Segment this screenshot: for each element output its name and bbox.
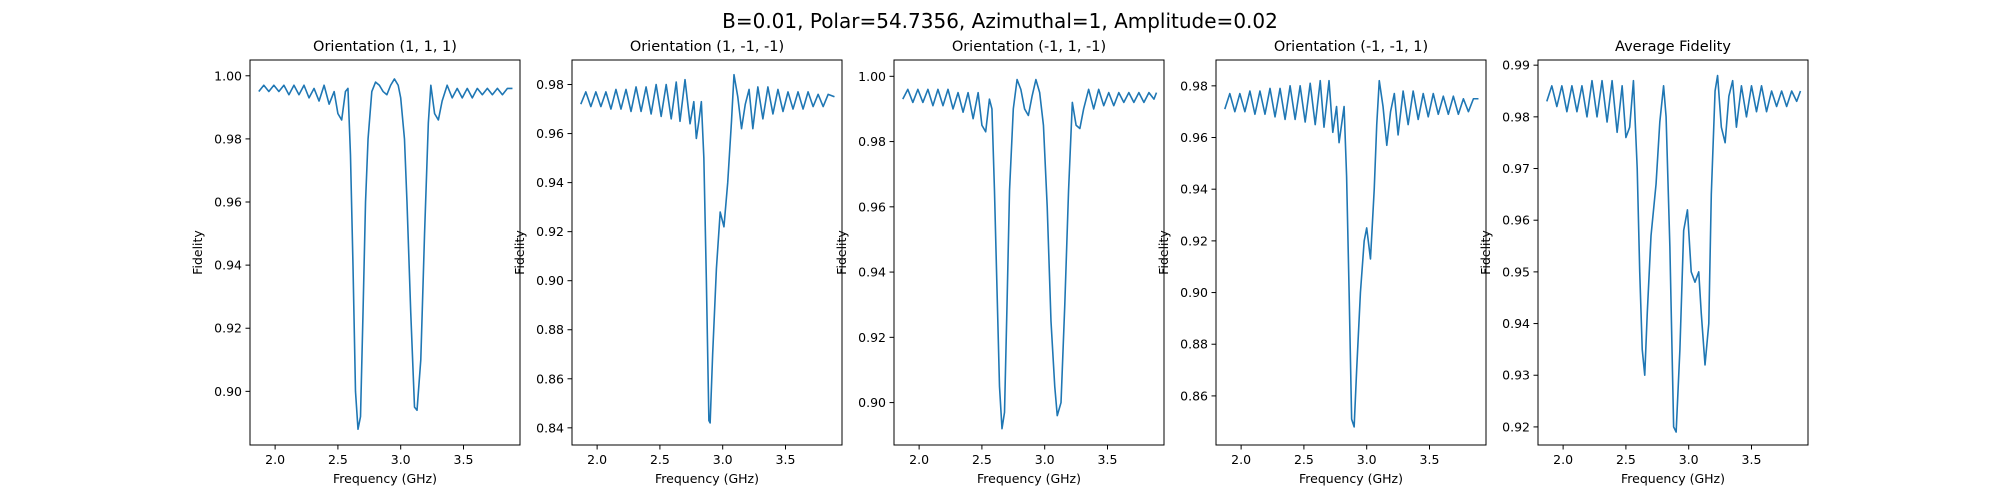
x-tick-label: 2.0 [587,452,607,467]
chart-panel-5: Average Fidelity 2.0 2.5 3.0 3.5 0.92 0.93 0.94… [1478,39,1809,486]
y-tick-label: 0.86 [536,371,564,386]
series-line-1 [1546,74,1802,433]
x-tick-label: 2.0 [1231,452,1251,467]
y-tick-label: 0.94 [1180,182,1208,197]
y-tick-label: 0.84 [536,420,564,435]
series-line-1 [1224,79,1479,428]
y-tick-label: 0.90 [536,273,564,288]
y-tick-label: 0.96 [214,195,242,210]
x-tick-label: 3.5 [1420,452,1440,467]
y-tick-label: 0.88 [1180,337,1208,352]
plot-frame [571,59,843,446]
y-tick-label: 0.96 [1180,130,1208,145]
x-tick-label: 3.5 [776,452,796,467]
y-tick-label: 0.96 [536,126,564,141]
x-tick-label: 2.0 [1553,452,1573,467]
y-tick-label: 0.99 [1502,58,1530,73]
y-tick-label: 0.94 [214,258,242,273]
panels: Orientation (1, 1, 1) 2.0 2.5 3.0 3.5 0.90 0.9… [190,39,1809,486]
plot-frame [249,59,521,446]
x-axis-label: Frequency (GHz) [1621,471,1725,486]
series-line-1 [902,78,1158,430]
y-tick-label: 0.92 [858,330,886,345]
chart-panel-2: Orientation (1, -1, -1) 2.0 2.5 3.0 3.5 0.84 0… [512,39,843,486]
x-axis-label: Frequency (GHz) [1299,471,1403,486]
chart-title: Orientation (1, 1, 1) [313,39,457,55]
x-tick-label: 3.5 [1098,452,1118,467]
y-axis-label: Fidelity [512,230,527,275]
y-tick-label: 1.00 [214,68,242,83]
x-tick-label: 3.5 [1742,452,1762,467]
y-tick-label: 0.98 [858,134,886,149]
y-tick-label: 0.92 [214,321,242,336]
chart-title: Orientation (-1, -1, 1) [1274,39,1428,55]
y-tick-label: 0.90 [858,395,886,410]
x-tick-label: 2.5 [1294,452,1314,467]
y-tick-label: 0.98 [536,77,564,92]
chart-panel-3: Orientation (-1, 1, -1) 2.0 2.5 3.0 3.5 0.90 0… [834,39,1165,486]
chart-title: Orientation (1, -1, -1) [630,39,784,55]
chart-panel-1: Orientation (1, 1, 1) 2.0 2.5 3.0 3.5 0.90 0.9… [190,39,521,486]
y-tick-label: 0.93 [1502,368,1530,383]
y-tick-label: 0.96 [858,199,886,214]
y-tick-label: 0.96 [1502,213,1530,228]
figure-suptitle: B=0.01, Polar=54.7356, Azimuthal=1, Ampl… [722,9,1278,33]
x-tick-label: 3.0 [1679,452,1699,467]
x-tick-label: 3.0 [1035,452,1055,467]
x-tick-label: 3.0 [713,452,733,467]
y-tick-label: 0.95 [1502,264,1530,279]
x-tick-label: 3.5 [454,452,474,467]
y-tick-label: 0.94 [1502,316,1530,331]
y-axis-label: Fidelity [834,230,849,275]
series-line-1 [258,78,513,431]
chart-title: Orientation (-1, 1, -1) [952,39,1106,55]
x-tick-label: 2.0 [265,452,285,467]
x-axis-label: Frequency (GHz) [333,471,437,486]
chart-title: Average Fidelity [1615,39,1731,55]
y-tick-label: 0.97 [1502,161,1530,176]
y-axis-label: Fidelity [1156,230,1171,275]
y-axis-label: Fidelity [1478,230,1493,275]
y-tick-label: 0.98 [1180,78,1208,93]
x-tick-label: 3.0 [1357,452,1377,467]
plot-frame [893,59,1165,446]
x-axis-label: Frequency (GHz) [655,471,759,486]
y-tick-label: 0.86 [1180,388,1208,403]
plot-frame [1215,59,1487,446]
y-tick-label: 0.88 [536,322,564,337]
y-tick-label: 0.98 [214,131,242,146]
series-line-1 [580,73,835,424]
y-tick-label: 0.92 [536,224,564,239]
y-tick-label: 0.92 [1502,419,1530,434]
y-tick-label: 0.94 [536,175,564,190]
x-tick-label: 2.5 [1616,452,1636,467]
x-tick-label: 3.0 [391,452,411,467]
chart-panel-4: Orientation (-1, -1, 1) 2.0 2.5 3.0 3.5 0.86 0… [1156,39,1487,486]
y-tick-label: 0.90 [1180,285,1208,300]
x-axis-label: Frequency (GHz) [977,471,1081,486]
y-tick-label: 1.00 [858,69,886,84]
x-tick-label: 2.0 [909,452,929,467]
x-tick-label: 2.5 [972,452,992,467]
y-tick-label: 0.90 [214,384,242,399]
plot-frame [1537,59,1809,446]
y-tick-label: 0.92 [1180,233,1208,248]
x-tick-label: 2.5 [650,452,670,467]
y-tick-label: 0.94 [858,265,886,280]
x-tick-label: 2.5 [328,452,348,467]
y-axis-label: Fidelity [190,230,205,275]
y-tick-label: 0.98 [1502,109,1530,124]
